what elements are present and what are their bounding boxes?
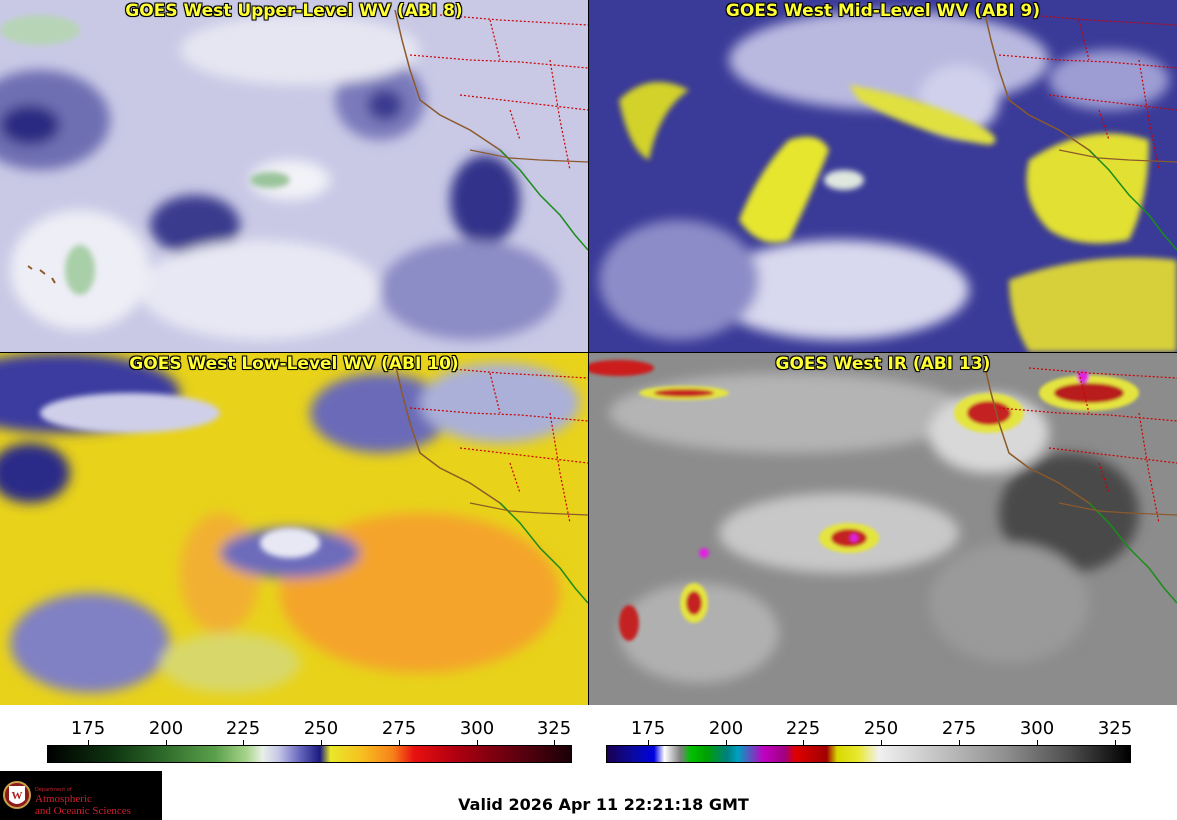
mid-level-wv-panel: GOES West Mid-Level WV (ABI 9) [589,0,1177,352]
valid-time: Valid 2026 Apr 11 22:21:18 GMT [458,795,749,814]
low-level-wv-image [0,353,588,705]
wv-tick [321,740,322,746]
ir-tick [803,740,804,746]
mid-level-wv-title: GOES West Mid-Level WV (ABI 9) [725,1,1041,21]
low-level-wv-panel: GOES West Low-Level WV (ABI 10) [0,353,588,705]
wv-tick-label: 300 [459,718,495,739]
ir-tick [648,740,649,746]
low-level-wv-title: GOES West Low-Level WV (ABI 10) [129,354,459,374]
logo-dept-text: Department of [35,787,72,793]
wv-tick-label: 250 [303,718,339,739]
ir-tick [726,740,727,746]
ir-tick-label: 250 [863,718,899,739]
ir-tick [881,740,882,746]
wv-tick [554,740,555,746]
wv-tick-label: 275 [381,718,417,739]
aos-logo: W Department of Atmospheric and Oceanic … [0,771,162,820]
mid-level-wv-image [589,0,1177,352]
ir-tick [959,740,960,746]
ir-tick-label: 175 [630,718,666,739]
ir-title: GOES West IR (ABI 13) [775,354,991,374]
wv-tick [166,740,167,746]
uw-seal-icon: W [3,781,31,809]
upper-level-wv-image [0,0,588,352]
wv-tick [243,740,244,746]
ir-tick [1115,740,1116,746]
wv-tick-label: 200 [148,718,184,739]
wv-color-scale [47,745,572,763]
upper-level-wv-panel: GOES West Upper-Level WV (ABI 8) [0,0,588,352]
ir-tick-label: 325 [1097,718,1133,739]
wv-tick [88,740,89,746]
wv-tick-label: 325 [536,718,572,739]
wv-tick-label: 175 [70,718,106,739]
wv-tick-label: 225 [225,718,261,739]
ir-tick-label: 225 [785,718,821,739]
ir-colorbar: 175 200 225 250 275 300 325 [589,706,1177,770]
panel-divider-horizontal [0,352,1177,353]
water-vapor-colorbar: 175 200 225 250 275 300 325 [0,706,588,770]
ir-image [589,353,1177,705]
ir-tick-label: 275 [941,718,977,739]
ir-panel: GOES West IR (ABI 13) [589,353,1177,705]
ir-color-scale [606,745,1131,763]
ir-tick-label: 200 [708,718,744,739]
upper-level-wv-title: GOES West Upper-Level WV (ABI 8) [125,1,463,21]
seal-letter: W [12,790,23,802]
wv-tick [399,740,400,746]
logo-line2: and Oceanic Sciences [35,805,131,817]
ir-tick-label: 300 [1019,718,1055,739]
logo-line1: Atmospheric [35,793,92,805]
wv-tick [477,740,478,746]
ir-tick [1037,740,1038,746]
